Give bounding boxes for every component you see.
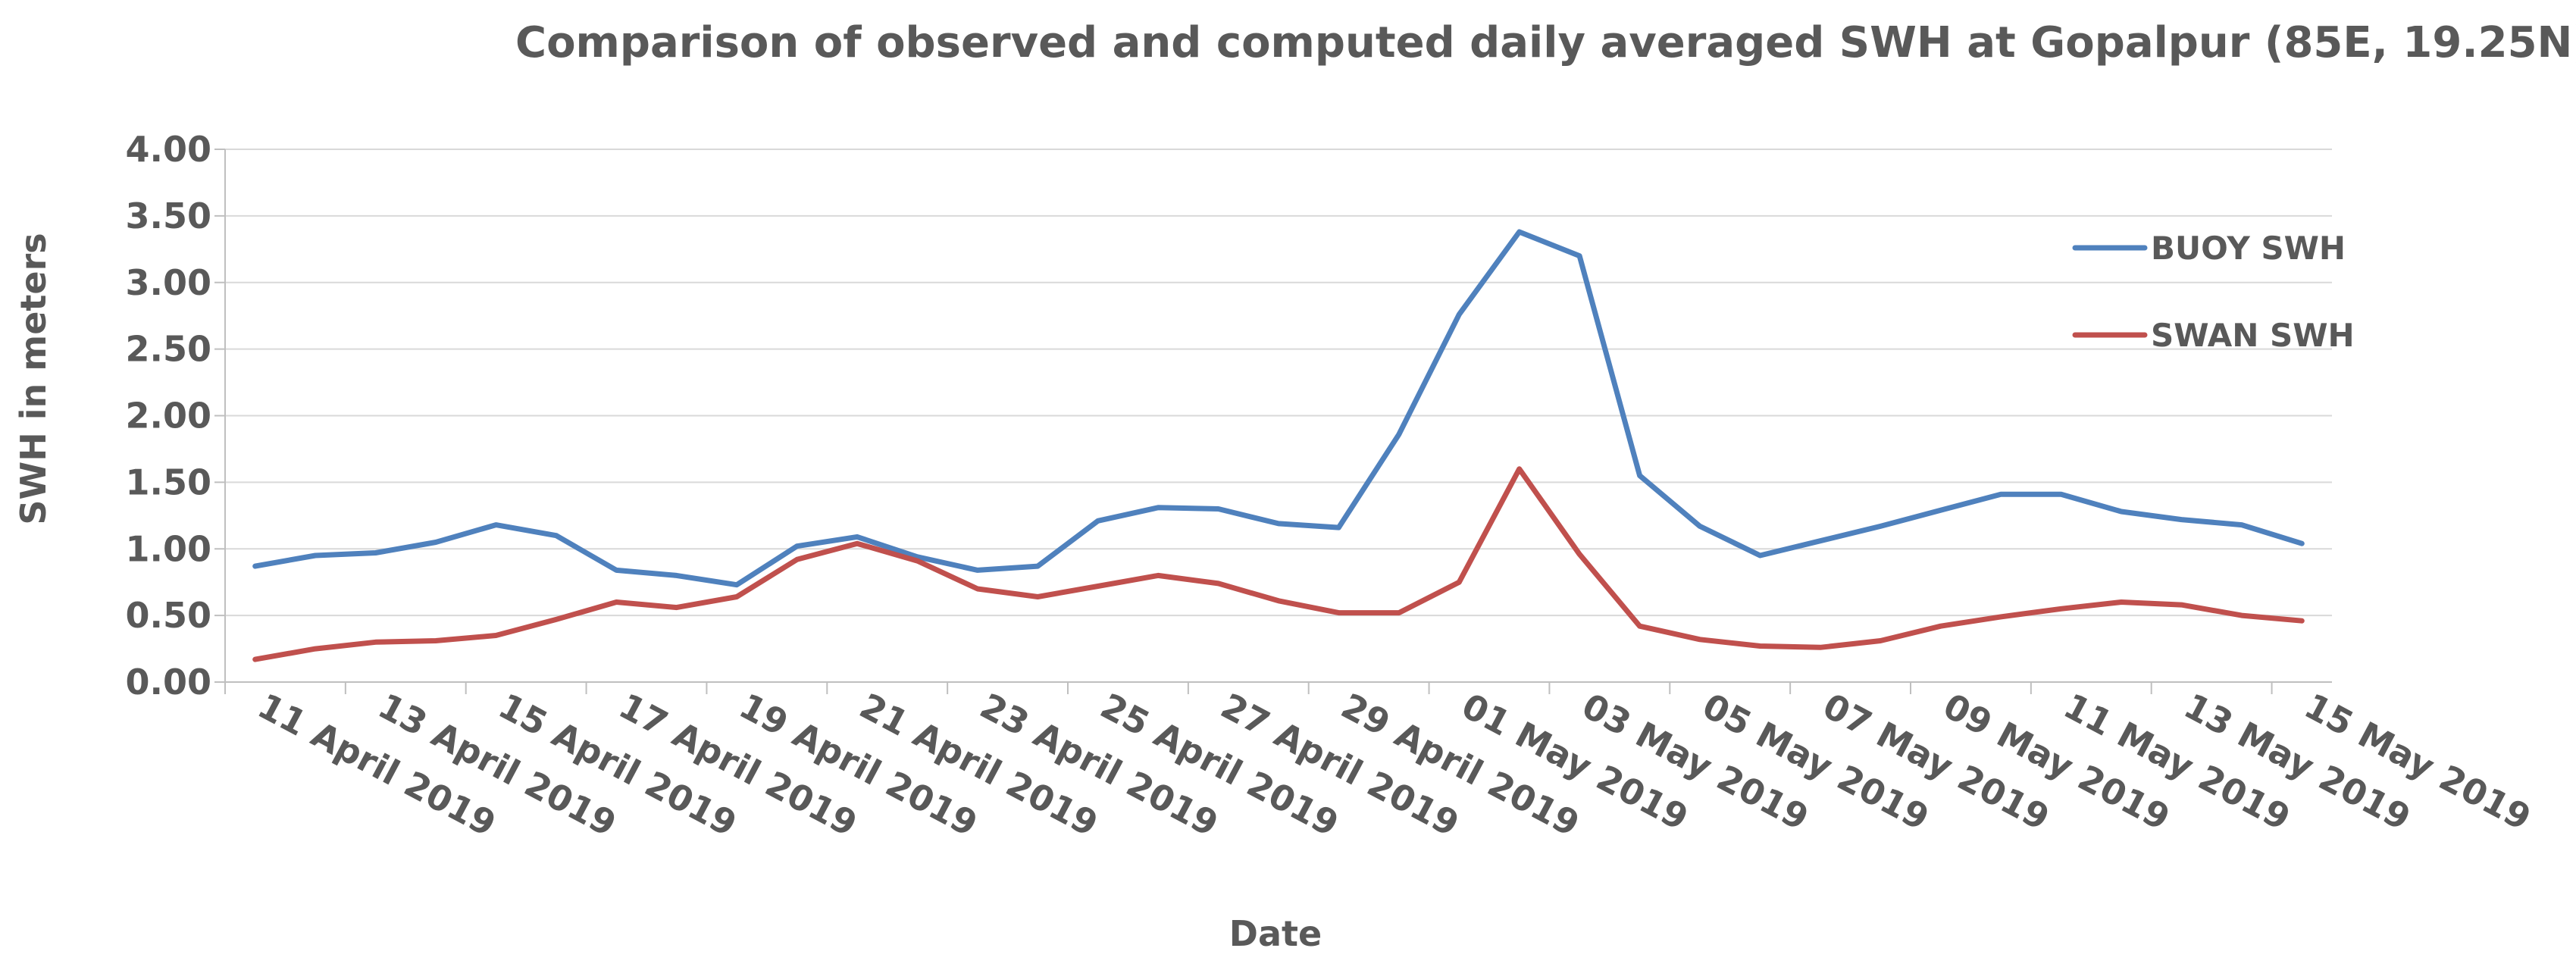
chart-title: Comparison of observed and computed dail… (515, 18, 2576, 67)
legend: BUOY SWH SWAN SWH (2072, 230, 2355, 354)
y-tick-label: 4.00 (126, 129, 212, 170)
y-tick-label: 3.50 (126, 196, 212, 236)
y-tick-label: 1.00 (126, 528, 212, 569)
y-tick-label: 0.00 (126, 662, 212, 703)
y-axis-tick-labels: 0.00 0.50 1.00 1.50 2.00 2.50 3.00 3.50 4.00 (126, 129, 212, 703)
y-tick-label: 1.50 (126, 462, 212, 502)
legend-label: SWAN SWH (2151, 317, 2355, 354)
x-axis-title: Date (1229, 913, 1322, 954)
legend-label: BUOY SWH (2151, 230, 2346, 267)
y-tick-label: 3.00 (126, 262, 212, 303)
y-axis-title: SWH in meters (13, 233, 54, 524)
series-lines (252, 229, 2305, 662)
series-line-buoy-swh (252, 229, 2305, 588)
y-tick-label: 0.50 (126, 595, 212, 636)
y-tick-label: 2.50 (126, 329, 212, 370)
gridlines (225, 149, 2332, 617)
y-tick-label: 2.00 (126, 396, 212, 437)
series-line-swan-swh (252, 466, 2305, 662)
axes (214, 149, 2332, 694)
